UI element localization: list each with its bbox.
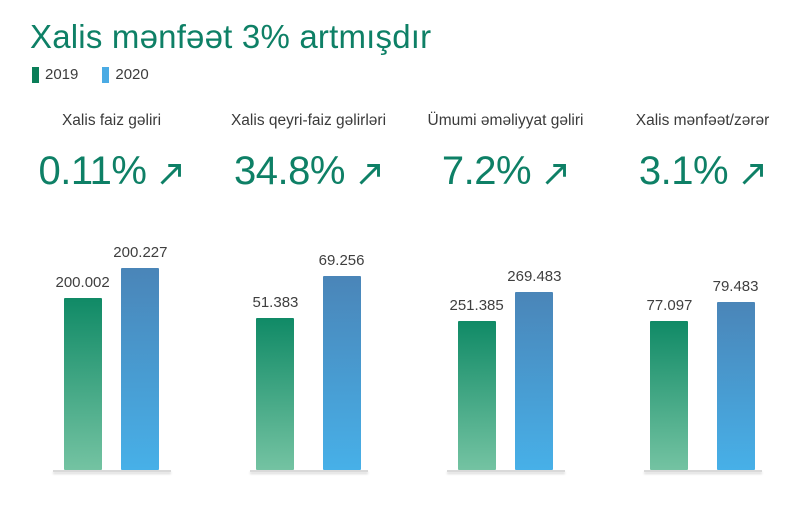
bar-value-label: 269.483 — [507, 268, 562, 285]
bar-column-2019: 200.002 — [56, 274, 110, 470]
legend-label-2019: 2019 — [45, 66, 79, 83]
percentage-value: 0.11% — [38, 149, 147, 193]
baseline-axis — [52, 470, 171, 472]
baseline-axis — [643, 470, 762, 472]
bar-2019 — [256, 318, 295, 470]
bar-chart: 51.383 69.256 — [217, 196, 400, 472]
bar-value-label: 200.002 — [55, 274, 110, 291]
trend-up-icon — [742, 164, 764, 185]
bar-column-2019: 77.097 — [646, 297, 693, 470]
bar-column-2020: 200.227 — [113, 244, 168, 470]
bar-value-label: 79.483 — [712, 278, 759, 295]
bar-2019 — [63, 298, 102, 470]
bar-group: 77.097 79.483 — [647, 196, 759, 470]
bar-group: 200.002 200.227 — [56, 196, 168, 470]
bar-value-label: 251.385 — [449, 297, 504, 314]
change-percentage: 0.11% — [20, 146, 203, 196]
panel-title: Xalis qeyri-faiz gəlirləri — [230, 112, 387, 129]
bar-value-label: 200.227 — [113, 244, 168, 261]
chart-title: Xalis mənfəət 3% artmışdır — [30, 18, 432, 55]
bar-2020 — [121, 268, 160, 470]
metric-panel-net-non-interest-income: Xalis qeyri-faiz gəlirləri 34.8% 51.383 … — [217, 112, 400, 472]
legend-item-2020: 2020 — [102, 66, 149, 83]
bar-2020 — [716, 302, 755, 470]
trend-up-icon — [359, 164, 380, 185]
trend-up-icon — [160, 164, 182, 185]
bar-2020 — [515, 292, 554, 470]
legend: 2019 2020 — [32, 66, 149, 83]
panel-title: Ümumi əməliyyat gəliri — [427, 112, 584, 129]
bar-column-2020: 269.483 — [507, 268, 562, 470]
legend-swatch-2019 — [32, 66, 39, 83]
panel-title: Xalis mənfəət/zərər — [635, 112, 770, 129]
change-percentage: 34.8% — [217, 146, 400, 196]
change-percentage: 7.2% — [414, 146, 597, 196]
bar-2019 — [650, 321, 689, 470]
bar-group: 51.383 69.256 — [253, 196, 365, 470]
change-percentage: 3.1% — [611, 146, 794, 196]
bar-2020 — [322, 276, 361, 470]
trend-up-icon — [545, 164, 567, 185]
legend-swatch-2020 — [102, 66, 110, 83]
bar-2019 — [457, 321, 496, 470]
bar-column-2020: 69.256 — [319, 252, 365, 470]
percentage-value: 3.1% — [638, 149, 729, 193]
metric-panel-net-interest-income: Xalis faiz gəliri 0.11% 200.002 200.227 — [20, 112, 203, 472]
metric-panels: Xalis faiz gəliri 0.11% 200.002 200.227 — [20, 112, 794, 472]
bar-chart: 251.385 269.483 — [414, 196, 597, 472]
metric-panel-total-operating-income: Ümumi əməliyyat gəliri 7.2% 251.385 269.… — [414, 112, 597, 472]
legend-label-2020: 2020 — [115, 66, 149, 83]
bar-group: 251.385 269.483 — [450, 196, 562, 470]
bar-value-label: 69.256 — [318, 252, 365, 269]
metric-panel-net-profit-loss: Xalis mənfəət/zərər 3.1% 77.097 79.483 — [611, 112, 794, 472]
panel-title: Xalis faiz gəliri — [61, 112, 162, 129]
percentage-value: 7.2% — [441, 149, 532, 193]
bar-value-label: 77.097 — [646, 297, 693, 314]
bar-chart: 200.002 200.227 — [20, 196, 203, 472]
baseline-axis — [446, 470, 565, 472]
legend-item-2019: 2019 — [32, 66, 78, 83]
baseline-axis — [249, 470, 368, 472]
bar-chart: 77.097 79.483 — [611, 196, 794, 472]
percentage-value: 34.8% — [234, 149, 345, 193]
bar-value-label: 51.383 — [252, 294, 299, 311]
bar-column-2020: 79.483 — [713, 278, 759, 470]
bar-column-2019: 51.383 — [252, 294, 299, 470]
bar-column-2019: 251.385 — [450, 297, 504, 470]
